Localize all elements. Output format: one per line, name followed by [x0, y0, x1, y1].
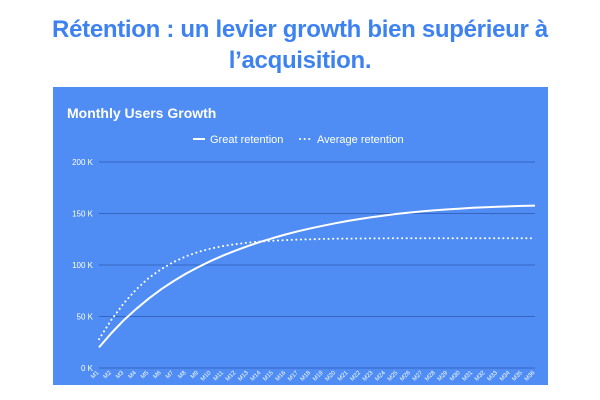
- x-tick-label: M12: [225, 370, 238, 383]
- x-tick-label: M4: [128, 370, 139, 381]
- x-tick-label: M34: [499, 370, 512, 383]
- legend-label: Average retention: [317, 134, 404, 146]
- x-tick-label: M25: [387, 370, 400, 383]
- x-tick-label: M22: [350, 370, 363, 383]
- headline-line-1: Rétention : un levier growth bien supéri…: [52, 16, 548, 43]
- x-tick-label: M36: [524, 370, 537, 383]
- x-axis-ticks: M1 M2 M3 M4 M5 M6 M7 M8 M9 M10 M11 M12 M13 M14 M15 M16 M…: [90, 370, 537, 383]
- chart-panel: 0 K 50 K 100 K 150 K 200 K M1 M2 M3 M4 M5 M6 M7 M8 M…: [53, 87, 548, 385]
- x-tick-label: M32: [474, 370, 487, 383]
- x-tick-label: M8: [177, 370, 188, 381]
- x-tick-label: M28: [424, 370, 437, 383]
- x-tick-label: M16: [275, 370, 288, 383]
- x-tick-label: M31: [462, 370, 475, 383]
- x-tick-label: M27: [412, 370, 425, 383]
- x-tick-label: M21: [337, 370, 350, 383]
- x-tick-label: M13: [237, 370, 250, 383]
- y-axis-ticks: 0 K 50 K 100 K 150 K 200 K: [72, 158, 94, 373]
- x-tick-label: M1: [90, 370, 101, 381]
- x-tick-label: M20: [325, 370, 338, 383]
- series-line: [98, 204, 536, 349]
- x-tick-label: M24: [374, 370, 387, 383]
- x-tick-label: M17: [287, 370, 300, 383]
- y-tick-label: 100 K: [72, 261, 94, 270]
- series-layer: [98, 204, 536, 349]
- series-line: [98, 237, 536, 341]
- y-tick-label: 150 K: [72, 210, 94, 219]
- x-tick-label: M10: [200, 370, 213, 383]
- x-tick-label: M15: [262, 370, 275, 383]
- x-tick-label: M26: [399, 370, 412, 383]
- x-tick-label: M19: [312, 370, 325, 383]
- y-tick-label: 0 K: [81, 364, 94, 373]
- x-tick-label: M23: [362, 370, 375, 383]
- grid-layer: [99, 161, 535, 369]
- y-tick-label: 200 K: [72, 158, 94, 167]
- x-tick-label: M7: [165, 370, 176, 381]
- page-headline: Rétention : un levier growth bien supéri…: [0, 14, 600, 76]
- chart-legend: Great retention Average retention: [193, 134, 404, 146]
- chart-title: Monthly Users Growth: [67, 105, 217, 121]
- x-tick-label: M33: [487, 370, 500, 383]
- x-tick-label: M18: [300, 370, 313, 383]
- x-tick-label: M9: [190, 370, 201, 381]
- x-tick-label: M3: [115, 370, 126, 381]
- x-tick-label: M29: [437, 370, 450, 383]
- x-tick-label: M14: [250, 370, 263, 383]
- x-tick-label: M2: [103, 370, 114, 381]
- x-tick-label: M35: [511, 370, 524, 383]
- x-tick-label: M30: [449, 370, 462, 383]
- x-tick-label: M5: [140, 370, 151, 381]
- legend-label: Great retention: [210, 134, 283, 146]
- headline-line-2: l’acquisition.: [228, 47, 372, 74]
- x-tick-label: M11: [213, 370, 226, 383]
- x-tick-label: M6: [153, 370, 164, 381]
- y-tick-label: 50 K: [77, 313, 94, 322]
